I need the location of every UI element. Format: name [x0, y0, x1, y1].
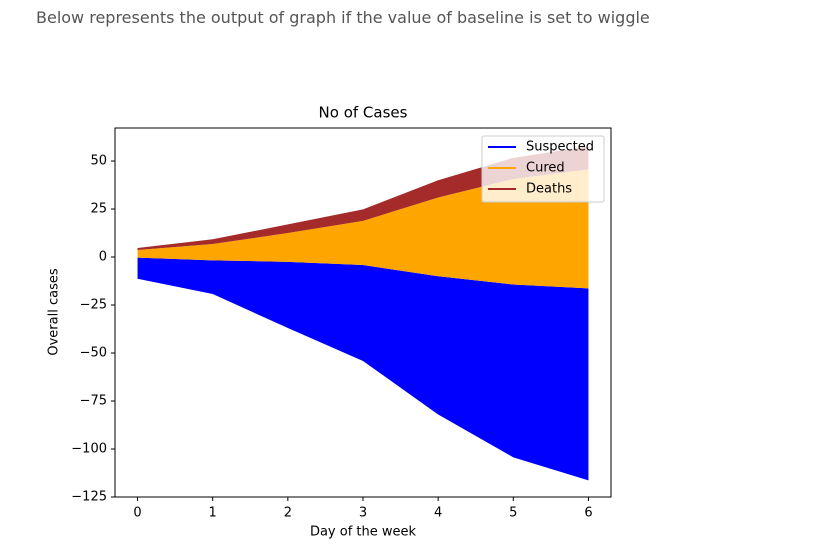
legend-label: Deaths	[526, 182, 572, 197]
y-tick-label: −125	[71, 490, 107, 505]
x-tick-label: 3	[359, 506, 367, 521]
y-tick-label: −25	[80, 298, 107, 313]
y-tick-label: −75	[80, 394, 107, 409]
stream-layer	[137, 146, 589, 250]
x-axis-label: Day of the week	[310, 525, 417, 540]
stream-layer	[137, 257, 589, 481]
x-tick-label: 5	[509, 506, 517, 521]
x-tick-label: 2	[284, 506, 292, 521]
caption: Below represents the output of graph if …	[36, 8, 650, 27]
y-axis-label: Overall cases	[47, 268, 62, 355]
y-tick-label: 0	[99, 250, 107, 265]
y-tick-label: 50	[90, 154, 107, 169]
x-tick-label: 6	[584, 506, 592, 521]
legend-label: Suspected	[526, 140, 594, 155]
x-tick-label: 0	[133, 506, 141, 521]
y-tick-label: −100	[71, 442, 107, 457]
x-tick-label: 4	[434, 506, 442, 521]
legend-label: Cured	[526, 161, 565, 176]
chart-title: No of Cases	[319, 104, 408, 122]
y-tick-label: 25	[90, 202, 107, 217]
y-tick-label: −50	[80, 346, 107, 361]
legend-box	[481, 135, 605, 203]
stream-layer	[137, 169, 589, 289]
x-tick-label: 1	[209, 506, 217, 521]
